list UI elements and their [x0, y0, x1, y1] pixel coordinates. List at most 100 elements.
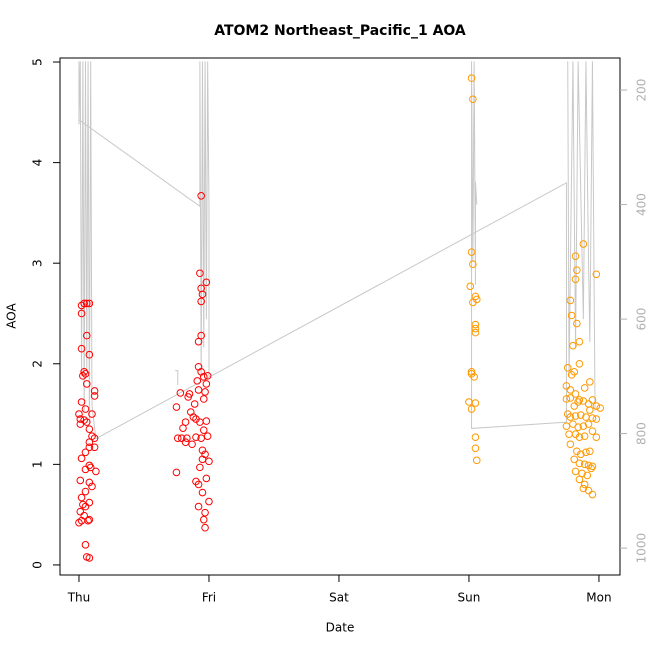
data-point: [580, 480, 589, 489]
data-point: [92, 467, 100, 476]
data-point: [467, 248, 476, 256]
data-point: [592, 415, 601, 423]
data-point: [192, 433, 200, 442]
data-point: [571, 467, 580, 476]
data-point: [172, 468, 181, 477]
data-point: [562, 382, 571, 390]
data-point: [81, 502, 90, 511]
data-point: [567, 311, 576, 320]
data-point: [562, 422, 571, 430]
y-tick-label: 5: [31, 58, 45, 66]
y-axis-label: AOA: [5, 302, 19, 328]
data-point: [85, 498, 94, 507]
x-tick-label: Mon: [586, 591, 611, 605]
data-point: [471, 444, 480, 453]
data-point: [575, 459, 584, 468]
data-point: [76, 507, 85, 516]
data-point: [472, 295, 481, 304]
x-tick-label: Thu: [67, 591, 91, 605]
data-point: [201, 388, 209, 396]
y-tick-label: 3: [31, 259, 45, 267]
data-point: [85, 443, 94, 452]
data-point: [576, 450, 585, 459]
data-point: [85, 299, 94, 308]
data-point: [88, 410, 96, 418]
data-point: [471, 399, 480, 407]
data-point: [471, 433, 480, 442]
data-point: [202, 278, 211, 287]
data-point: [583, 471, 592, 480]
data-point: [90, 443, 99, 452]
data-point: [173, 434, 182, 443]
data-point: [77, 454, 86, 463]
data-point: [588, 396, 597, 404]
data-point: [566, 440, 575, 449]
data-point: [584, 486, 593, 495]
data-point: [575, 396, 584, 404]
data-point: [77, 301, 86, 310]
data-point: [576, 411, 585, 419]
data-point: [86, 463, 95, 472]
data-point: [79, 500, 87, 509]
data-point: [563, 363, 572, 372]
data-point: [84, 516, 92, 525]
data-point: [574, 398, 582, 406]
data-point: [571, 412, 580, 420]
data-point: [198, 446, 207, 455]
data-point: [574, 423, 582, 431]
data-point: [471, 320, 480, 329]
data-point: [82, 331, 91, 340]
y-tick-label: 1: [31, 461, 45, 469]
data-point: [202, 380, 211, 388]
data-point: [194, 480, 203, 489]
data-point: [76, 476, 85, 485]
data-point: [201, 523, 209, 532]
data-point: [579, 484, 588, 493]
data-point: [77, 398, 86, 406]
data-point: [80, 299, 88, 308]
data-point: [184, 393, 192, 401]
data-point: [201, 508, 209, 517]
data-point: [588, 462, 597, 471]
y-tick-label: 0: [31, 561, 45, 569]
data-point: [586, 406, 594, 414]
data-point: [570, 368, 579, 376]
data-point: [199, 426, 208, 434]
data-point: [588, 490, 597, 499]
data-point: [586, 447, 594, 456]
data-point: [566, 296, 575, 305]
data-point: [80, 368, 88, 376]
data-point: [587, 464, 595, 473]
data-point: [203, 372, 212, 380]
data-point: [81, 487, 90, 496]
data-point: [592, 402, 601, 410]
data-point: [81, 370, 90, 378]
data-point: [90, 387, 99, 395]
data-point: [194, 337, 203, 346]
data-point: [189, 413, 198, 421]
data-point: [188, 440, 196, 449]
data-point: [592, 433, 601, 442]
data-point: [79, 372, 87, 380]
data-point: [571, 275, 580, 284]
data-point: [76, 415, 85, 423]
data-point: [575, 359, 584, 368]
data-point: [85, 478, 94, 487]
pressure-line: [78, 61, 210, 377]
data-point: [77, 344, 86, 353]
data-point: [85, 461, 94, 470]
data-point: [573, 266, 581, 275]
x-axis-label: Date: [326, 621, 355, 635]
data-point: [575, 433, 584, 442]
data-point: [586, 378, 594, 386]
data-point: [197, 191, 205, 200]
data-point: [198, 488, 207, 497]
data-point: [181, 438, 190, 447]
data-point: [584, 420, 593, 428]
y-tick-label: 2: [31, 360, 45, 368]
data-point: [566, 386, 575, 394]
data-point: [592, 270, 601, 279]
data-point: [77, 493, 86, 502]
data-point: [172, 403, 181, 411]
